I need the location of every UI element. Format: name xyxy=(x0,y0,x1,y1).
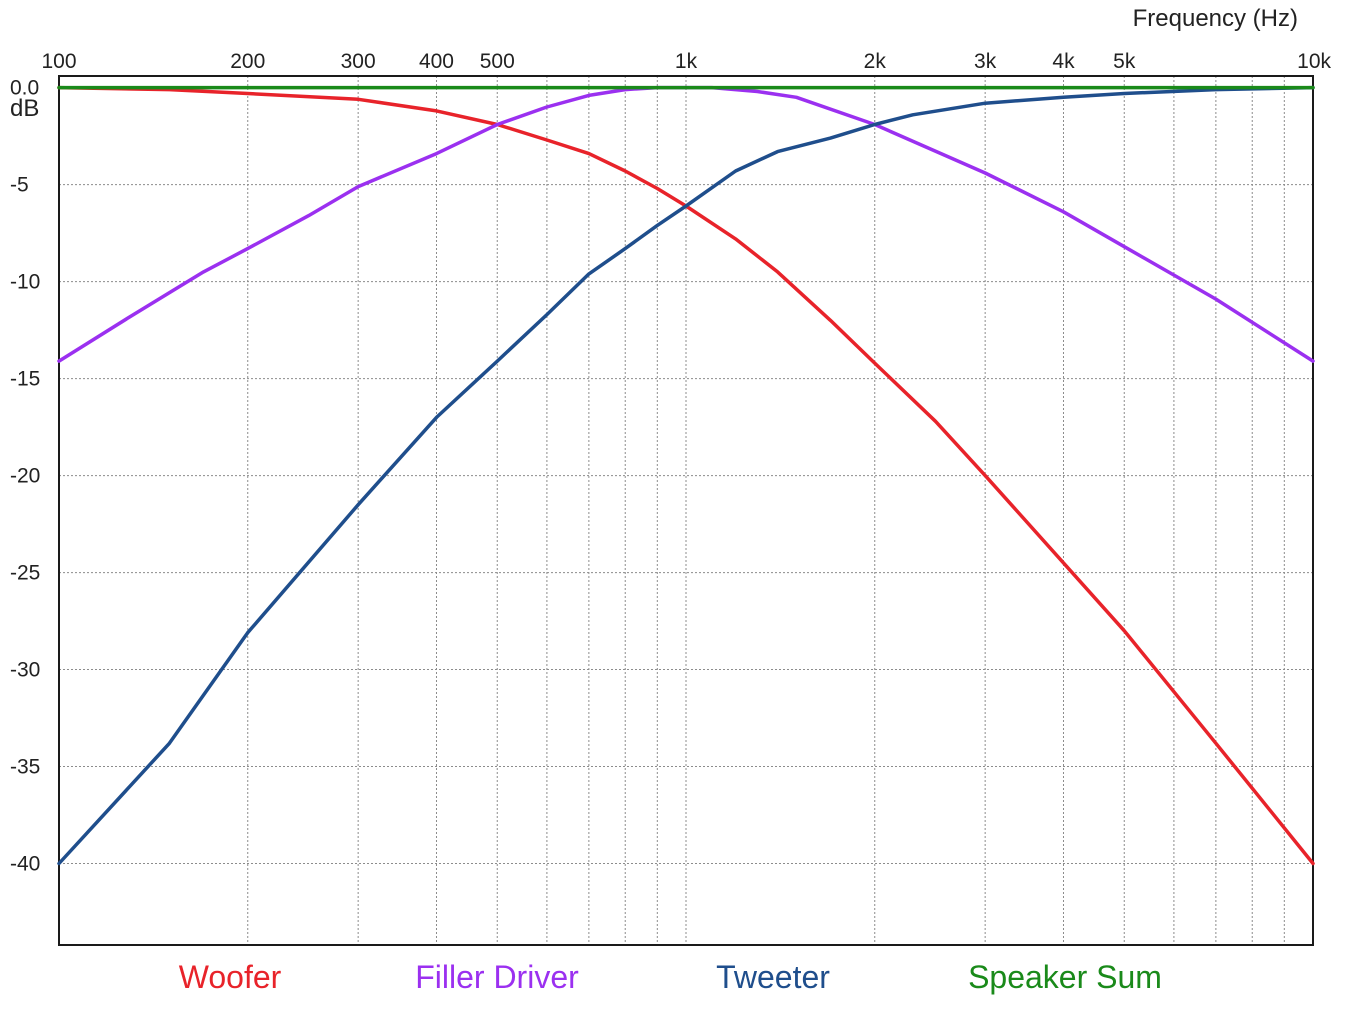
plot-frame xyxy=(58,75,1314,946)
x-tick-label: 1k xyxy=(675,50,698,73)
y-tick-label: -5 xyxy=(10,174,29,197)
x-tick-label: 400 xyxy=(419,50,454,73)
y-tick-label: 0.0 xyxy=(10,77,39,100)
x-tick-label: 500 xyxy=(480,50,515,73)
y-tick-label: -40 xyxy=(10,853,40,876)
x-tick-label: 10k xyxy=(1297,50,1331,73)
y-tick-labels: 0.0 -5 -10 -15 -20 -25 -30 -35 -40 xyxy=(10,77,40,876)
x-tick-label: 100 xyxy=(41,50,76,73)
legend-entry: Woofer xyxy=(179,959,282,995)
x-tick-label: 3k xyxy=(974,50,997,73)
legend: Woofer Filler Driver Tweeter Speaker Sum xyxy=(179,959,1162,995)
x-tick-label: 4k xyxy=(1052,50,1075,73)
x-tick-label: 200 xyxy=(230,50,265,73)
x-tick-label: 5k xyxy=(1113,50,1136,73)
legend-entry: Tweeter xyxy=(716,959,830,995)
y-tick-label: -30 xyxy=(10,659,40,682)
x-tick-label: 2k xyxy=(864,50,887,73)
legend-entry: Filler Driver xyxy=(415,959,579,995)
series-lines xyxy=(57,85,1315,866)
x-tick-label: 300 xyxy=(341,50,376,73)
y-tick-label: -35 xyxy=(10,756,40,779)
legend-entry: Speaker Sum xyxy=(968,959,1162,995)
y-axis-label: dB xyxy=(10,95,39,122)
y-tick-label: -10 xyxy=(10,271,40,294)
y-tick-label: -25 xyxy=(10,562,40,585)
x-axis-label: Frequency (Hz) xyxy=(1133,5,1298,32)
y-tick-label: -15 xyxy=(10,368,40,391)
x-tick-labels: 100 200 300 400 500 1k 2k 3k 4k 5k 10k xyxy=(41,50,1331,73)
series-line-tweeter xyxy=(57,85,1315,866)
y-tick-label: -20 xyxy=(10,465,40,488)
